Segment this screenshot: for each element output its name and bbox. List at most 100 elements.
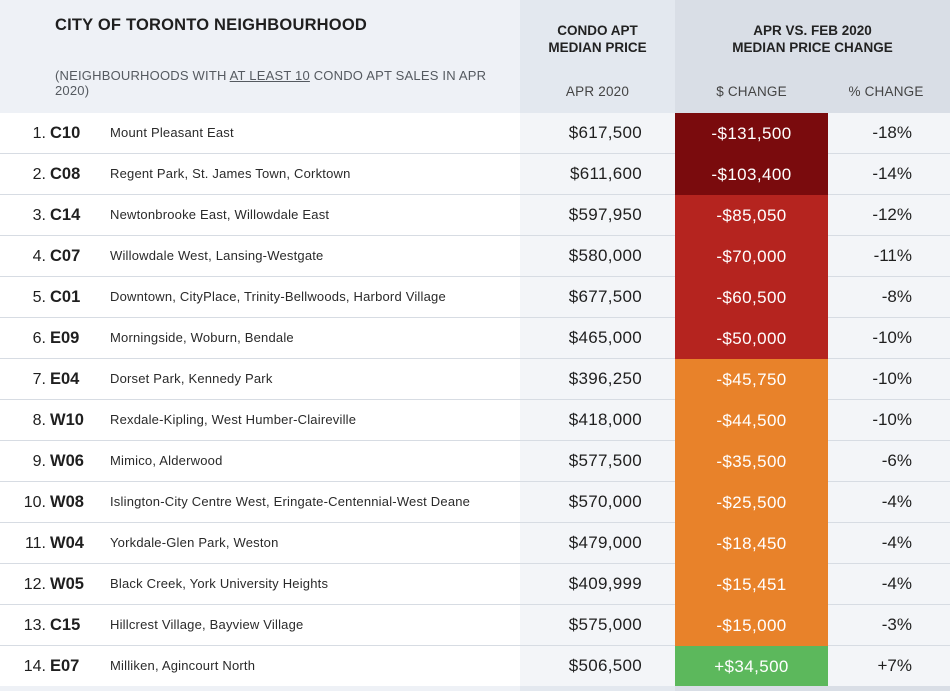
- row-divider: [0, 563, 950, 564]
- row-divider: [0, 604, 950, 605]
- percent-change-cell: -18%: [872, 123, 912, 142]
- row-bg-percent: [828, 482, 950, 522]
- row-bg-price: [520, 564, 675, 604]
- neighbourhood-name: Willowdale West, Lansing-Westgate: [110, 248, 324, 263]
- dollar-change-cell: -$60,500: [675, 277, 828, 318]
- row-bg-price: [520, 277, 675, 317]
- footer-bg-price: [520, 686, 675, 691]
- rank-cell: 14. E07: [0, 646, 96, 687]
- rank-cell: 12. W05: [0, 564, 96, 605]
- table-row: -$70,000 4. C07 Willowdale West, Lansing-We…: [0, 236, 950, 277]
- dollar-change-cell: -$70,000: [675, 236, 828, 277]
- dollar-change-cell: -$25,500: [675, 482, 828, 523]
- rank-number: 11.: [24, 535, 46, 552]
- neighbourhood-name: Milliken, Agincourt North: [110, 658, 256, 673]
- neighbourhood-name: Mimico, Alderwood: [110, 453, 223, 468]
- neighbourhood-code: E09: [50, 329, 80, 347]
- row-bg-percent: [828, 236, 950, 276]
- rank-number: 8.: [32, 412, 46, 429]
- neighbourhood-code: E04: [50, 370, 80, 388]
- rank-cell: 1. C10: [0, 113, 96, 154]
- neighbourhood-name: Mount Pleasant East: [110, 125, 234, 140]
- percent-change-cell: -14%: [872, 164, 912, 183]
- row-bg-neighbourhood: [0, 646, 520, 686]
- row-bg-percent: [828, 113, 950, 153]
- neighbourhood-name: Yorkdale-Glen Park, Weston: [110, 535, 279, 550]
- table-row: -$45,750 7. E04 Dorset Park, Kennedy Park $3…: [0, 359, 950, 400]
- table-row: -$60,500 5. C01 Downtown, CityPlace, Trinit…: [0, 277, 950, 318]
- header-change-bg: [675, 0, 950, 113]
- neighbourhood-name: Black Creek, York University Heights: [110, 576, 329, 591]
- row-bg-neighbourhood: [0, 482, 520, 522]
- neighbourhood-code: W05: [50, 575, 84, 593]
- dollar-change-cell: -$35,500: [675, 441, 828, 482]
- neighbourhood-name: Downtown, CityPlace, Trinity-Bellwoods, …: [110, 289, 446, 304]
- neighbourhood-name: Rexdale-Kipling, West Humber-Claireville: [110, 412, 357, 427]
- rank-cell: 6. E09: [0, 318, 96, 359]
- change-column-header: APR VS. FEB 2020 MEDIAN PRICE CHANGE: [732, 23, 893, 55]
- median-price-cell: $580,000: [568, 246, 642, 265]
- row-bg-percent: [828, 359, 950, 399]
- footer-bg-neigh: [0, 686, 520, 691]
- median-price-cell: $575,000: [568, 615, 642, 634]
- rank-cell: 13. C15: [0, 605, 96, 646]
- percent-change-cell: -10%: [872, 369, 912, 388]
- rank-cell: 9. W06: [0, 441, 96, 482]
- rank-cell: 2. C08: [0, 154, 96, 195]
- rank-number: 9.: [32, 453, 46, 470]
- row-bg-percent: [828, 318, 950, 358]
- rank-cell: 7. E04: [0, 359, 96, 400]
- table-note: (NEIGHBOURHOODS WITH AT LEAST 10 CONDO A…: [55, 68, 487, 98]
- row-bg-neighbourhood: [0, 195, 520, 235]
- row-bg-percent: [828, 195, 950, 235]
- row-bg-price: [520, 646, 675, 686]
- percent-change-cell: -4%: [881, 574, 912, 593]
- rank-number: 13.: [23, 617, 46, 634]
- percent-change-cell: -10%: [872, 328, 912, 347]
- neighbourhood-code: W10: [50, 411, 84, 429]
- neighbourhood-name: Hillcrest Village, Bayview Village: [110, 617, 304, 632]
- row-bg-percent: [828, 646, 950, 686]
- rank-cell: 5. C01: [0, 277, 96, 318]
- median-price-cell: $577,500: [568, 451, 642, 470]
- neighbourhood-code: W04: [50, 534, 84, 552]
- neighbourhood-name: Regent Park, St. James Town, Corktown: [110, 166, 351, 181]
- dollar-change-cell: -$18,450: [675, 523, 828, 564]
- table-row: -$15,000 13. C15 Hillcrest Village, Bayview…: [0, 605, 950, 646]
- dollar-change-cell: -$103,400: [675, 154, 828, 195]
- table-row: -$25,500 10. W08 Islington-City Centre West…: [0, 482, 950, 523]
- rank-number: 5.: [32, 289, 46, 306]
- table-row: -$85,050 3. C14 Newtonbrooke East, Willowda…: [0, 195, 950, 236]
- percent-change-cell: +7%: [877, 656, 913, 675]
- note-underline: AT LEAST 10: [229, 68, 310, 83]
- row-bg-percent: [828, 277, 950, 317]
- row-bg-neighbourhood: [0, 236, 520, 276]
- row-bg-price: [520, 441, 675, 481]
- table-row: -$35,500 9. W06 Mimico, Alderwood $577,500 -6…: [0, 441, 950, 482]
- rank-number: 7.: [32, 371, 46, 388]
- neighbourhood-code: C15: [50, 616, 81, 634]
- row-bg-neighbourhood: [0, 523, 520, 563]
- row-bg-price: [520, 605, 675, 645]
- neighbourhood-code: W08: [50, 493, 84, 511]
- dollar-change-cell: -$44,500: [675, 400, 828, 441]
- table-row: -$50,000 6. E09 Morningside, Woburn, Bendal…: [0, 318, 950, 359]
- rank-number: 12.: [23, 576, 46, 593]
- table-title: CITY OF TORONTO NEIGHBOURHOOD: [55, 16, 367, 34]
- median-price-cell: $479,000: [568, 533, 642, 552]
- row-bg-price: [520, 482, 675, 522]
- rank-number: 2.: [32, 166, 46, 183]
- median-price-cell: $597,950: [568, 205, 642, 224]
- row-divider: [0, 153, 950, 154]
- median-price-cell: $409,999: [568, 574, 642, 593]
- row-bg-price: [520, 318, 675, 358]
- median-price-cell: $506,500: [568, 656, 642, 675]
- rank-number: 3.: [32, 207, 46, 224]
- neighbourhood-name: Morningside, Woburn, Bendale: [110, 330, 294, 345]
- dollar-change-cell: -$131,500: [675, 113, 828, 154]
- row-bg-price: [520, 523, 675, 563]
- dollar-change-cell: +$34,500: [675, 646, 828, 687]
- row-bg-neighbourhood: [0, 154, 520, 194]
- footer-bg-change: [675, 686, 950, 691]
- percent-change-cell: -4%: [881, 492, 912, 511]
